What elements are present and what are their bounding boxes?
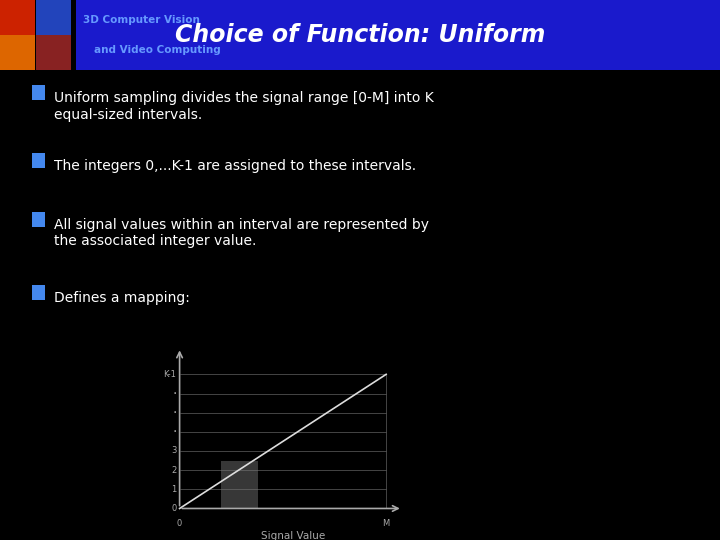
Text: Defines a mapping:: Defines a mapping: [54,291,190,305]
Text: Uniform sampling divides the signal range [0-M] into K
equal-sized intervals.: Uniform sampling divides the signal rang… [54,91,433,122]
Text: 2: 2 [171,465,176,475]
Text: 3D Computer Vision: 3D Computer Vision [83,16,199,25]
Bar [36,0,71,35]
Bar [36,35,71,70]
Bar [0,35,35,70]
Text: 0: 0 [177,519,182,528]
Bar [221,461,258,509]
Bar [76,0,720,70]
Text: ·: · [172,406,176,420]
Text: Choice of Function: Uniform: Choice of Function: Uniform [175,23,545,47]
Text: 1: 1 [171,485,176,494]
Text: 0: 0 [171,504,176,513]
Bar [0,0,35,35]
Text: ·: · [172,425,176,439]
Bar [32,285,45,300]
Text: All signal values within an interval are represented by
the associated integer v: All signal values within an interval are… [54,218,429,248]
Text: 3: 3 [171,447,176,455]
Text: M: M [382,519,390,528]
Text: K-1: K-1 [163,370,176,379]
Bar [32,212,45,227]
Text: and Video Computing: and Video Computing [94,45,220,55]
Text: The integers 0,...K-1 are assigned to these intervals.: The integers 0,...K-1 are assigned to th… [54,159,416,173]
Text: Signal Value: Signal Value [261,531,325,540]
Bar [32,153,45,168]
Bar [32,85,45,100]
Text: ·: · [172,387,176,401]
